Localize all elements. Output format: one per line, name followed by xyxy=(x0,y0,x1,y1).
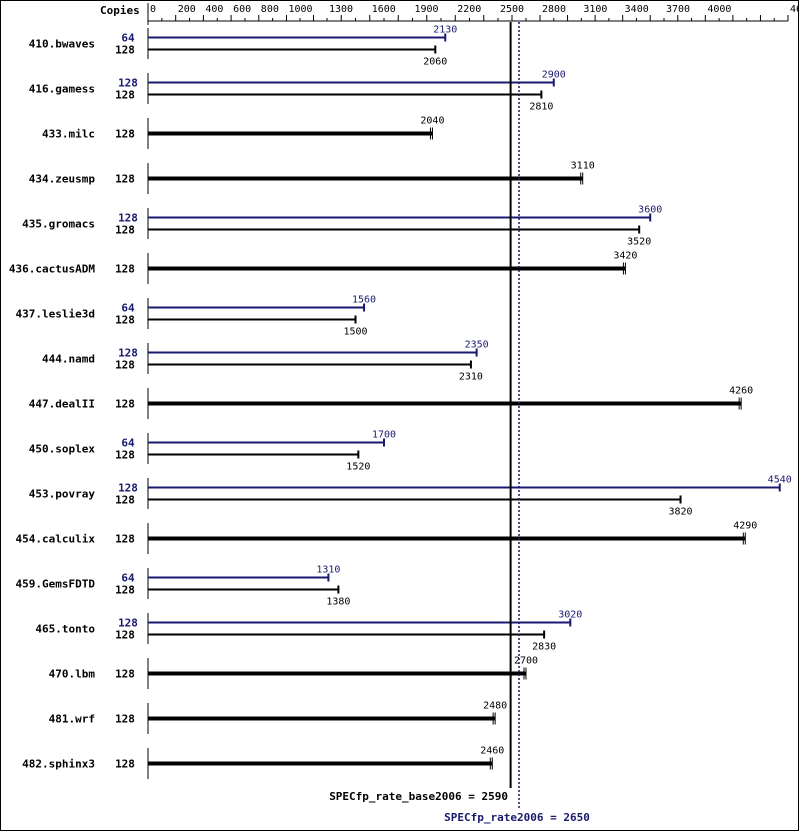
base-value-label: 2810 xyxy=(529,102,553,113)
benchmark-name: 470.lbm xyxy=(49,668,96,681)
base-value-label: 3110 xyxy=(571,161,595,172)
base-value-label: 3420 xyxy=(613,251,637,262)
benchmark-name: 433.milc xyxy=(42,128,95,141)
base-copies: 128 xyxy=(115,359,135,372)
base-copies: 128 xyxy=(115,173,135,186)
base-value-label: 2830 xyxy=(532,642,556,653)
benchmark-name: 436.cactusADM xyxy=(9,263,95,276)
x-tick-label: 0 xyxy=(150,4,156,15)
x-tick-label: 1300 xyxy=(329,4,353,15)
peak-value-label: 4540 xyxy=(768,475,792,486)
peak-copies: 64 xyxy=(121,572,135,585)
peak-copies: 64 xyxy=(121,32,135,45)
peak-value-label: 1310 xyxy=(316,565,340,576)
benchmark-name: 453.povray xyxy=(29,488,96,501)
base-reference-label: SPECfp_rate_base2006 = 2590 xyxy=(329,790,508,803)
benchmark-name: 434.zeusmp xyxy=(29,173,96,186)
benchmark-name: 482.sphinx3 xyxy=(22,758,95,771)
base-copies: 128 xyxy=(115,584,135,597)
peak-copies: 64 xyxy=(121,302,135,315)
base-copies: 128 xyxy=(115,44,135,57)
benchmark-name: 444.namd xyxy=(42,353,95,366)
base-copies: 128 xyxy=(115,758,135,771)
base-copies: 128 xyxy=(115,263,135,276)
base-value-label: 3520 xyxy=(627,237,651,248)
base-value-label: 2480 xyxy=(483,701,507,712)
x-tick-label: 2500 xyxy=(500,4,524,15)
benchmark-name: 410.bwaves xyxy=(29,38,95,51)
x-tick-label: 4600 xyxy=(790,4,798,15)
peak-value-label: 2130 xyxy=(433,25,457,36)
benchmark-name: 450.soplex xyxy=(29,443,96,456)
benchmark-name: 435.gromacs xyxy=(22,218,95,231)
base-value-label: 4260 xyxy=(729,386,753,397)
base-copies: 128 xyxy=(115,494,135,507)
base-copies: 128 xyxy=(115,314,135,327)
base-value-label: 1520 xyxy=(346,462,370,473)
peak-copies: 128 xyxy=(118,77,138,90)
base-value-label: 2310 xyxy=(459,372,483,383)
base-copies: 128 xyxy=(115,224,135,237)
copies-header: Copies xyxy=(100,4,140,17)
peak-reference-label: SPECfp_rate2006 = 2650 xyxy=(444,811,590,824)
benchmark-name: 447.dealII xyxy=(29,398,95,411)
peak-value-label: 3600 xyxy=(638,205,662,216)
x-tick-label: 600 xyxy=(233,4,251,15)
benchmark-name: 465.tonto xyxy=(35,623,95,636)
base-copies: 128 xyxy=(115,629,135,642)
base-copies: 128 xyxy=(115,668,135,681)
x-tick-label: 2200 xyxy=(457,4,481,15)
base-value-label: 1380 xyxy=(326,597,350,608)
x-tick-label: 800 xyxy=(261,4,279,15)
peak-value-label: 1700 xyxy=(372,430,396,441)
peak-value-label: 2350 xyxy=(465,340,489,351)
base-value-label: 2460 xyxy=(480,746,504,757)
peak-copies: 64 xyxy=(121,437,135,450)
base-copies: 128 xyxy=(115,449,135,462)
peak-value-label: 2900 xyxy=(542,70,566,81)
base-copies: 128 xyxy=(115,128,135,141)
benchmark-name: 416.gamess xyxy=(29,83,95,96)
base-value-label: 2060 xyxy=(423,57,447,68)
base-copies: 128 xyxy=(115,89,135,102)
x-tick-label: 1000 xyxy=(289,4,313,15)
x-tick-label: 3700 xyxy=(666,4,690,15)
peak-value-label: 3020 xyxy=(558,610,582,621)
x-tick-label: 1900 xyxy=(415,4,439,15)
x-tick-label: 3100 xyxy=(583,4,607,15)
base-value-label: 1500 xyxy=(343,327,367,338)
base-copies: 128 xyxy=(115,533,135,546)
x-tick-label: 2800 xyxy=(542,4,566,15)
base-value-label: 4290 xyxy=(733,521,757,532)
base-value-label: 2040 xyxy=(420,116,444,127)
x-tick-label: 4000 xyxy=(707,4,731,15)
peak-copies: 128 xyxy=(118,212,138,225)
peak-copies: 128 xyxy=(118,617,138,630)
base-copies: 128 xyxy=(115,398,135,411)
base-value-label: 3820 xyxy=(668,507,692,518)
x-tick-label: 200 xyxy=(178,4,196,15)
peak-value-label: 1560 xyxy=(352,295,376,306)
x-tick-label: 1600 xyxy=(372,4,396,15)
benchmark-name: 437.leslie3d xyxy=(16,308,95,321)
benchmark-name: 454.calculix xyxy=(16,533,96,546)
benchmark-name: 459.GemsFDTD xyxy=(16,578,96,591)
base-copies: 128 xyxy=(115,713,135,726)
benchmark-name: 481.wrf xyxy=(49,713,95,726)
base-value-label: 2700 xyxy=(514,656,538,667)
x-tick-label: 400 xyxy=(205,4,223,15)
x-tick-label: 3400 xyxy=(625,4,649,15)
peak-copies: 128 xyxy=(118,482,138,495)
peak-copies: 128 xyxy=(118,347,138,360)
